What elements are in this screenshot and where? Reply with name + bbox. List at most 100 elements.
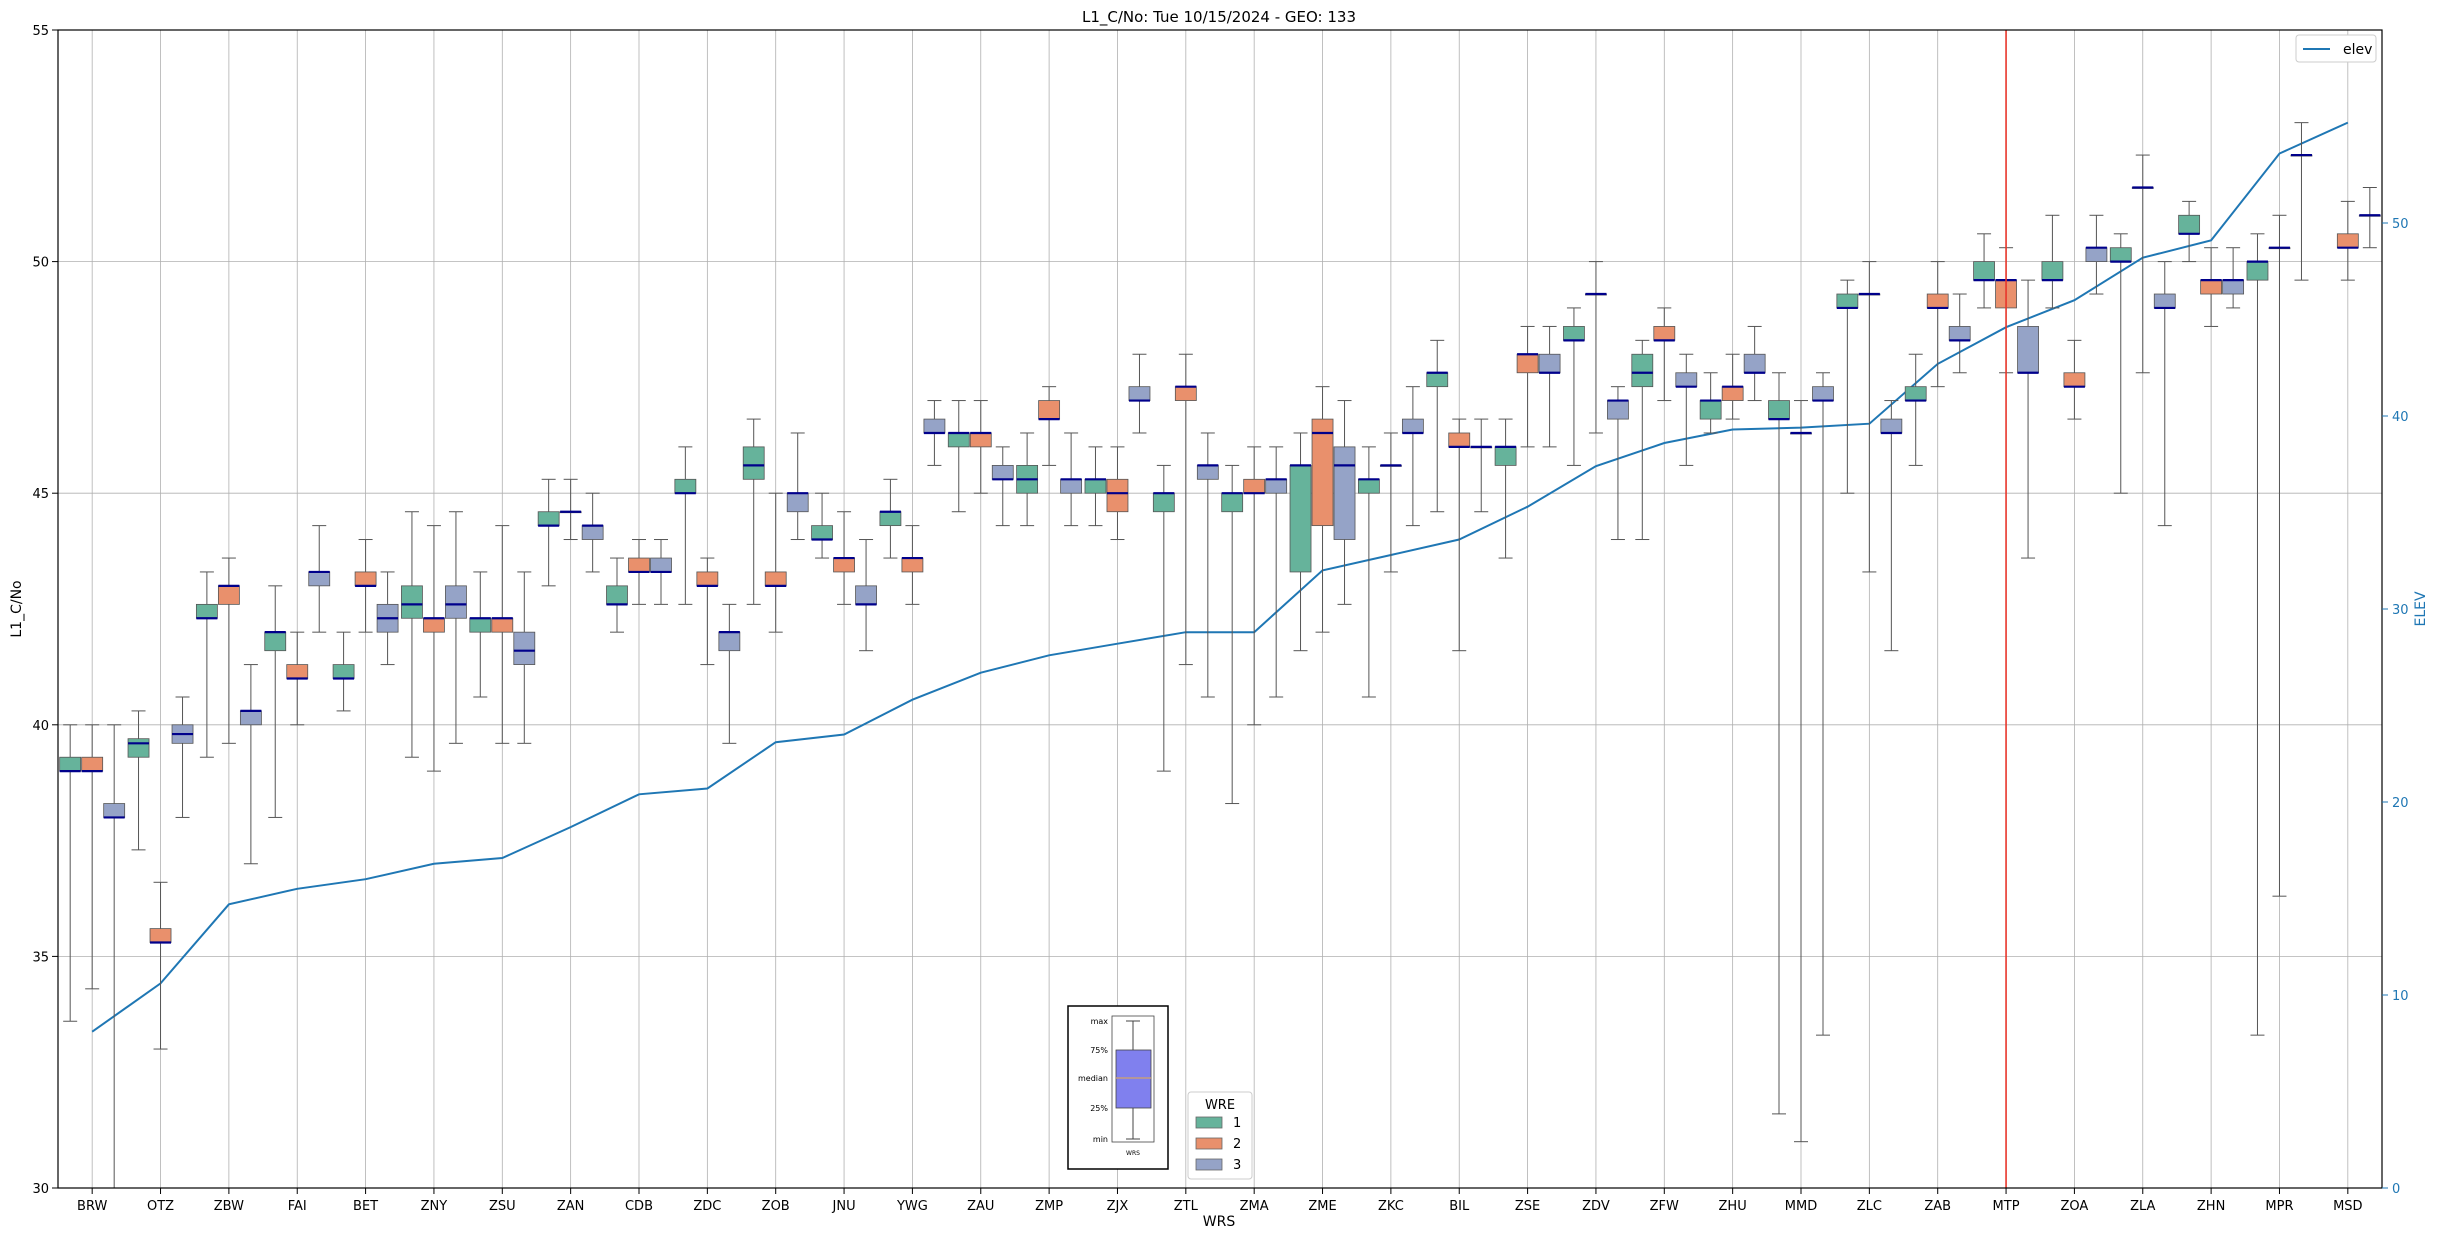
legend-wre: WRE 1 2 3 [1187, 1091, 1253, 1180]
box-ZSU-wre1 [469, 617, 492, 633]
x-tick-label-ZKC: ZKC [1378, 1199, 1404, 1214]
box-key-label-75: 75% [1090, 1046, 1108, 1055]
box-ZMP-wre2 [1038, 400, 1061, 420]
box-YWG-wre3 [923, 418, 946, 434]
box-ZKC-wre1 [1357, 478, 1380, 494]
box-ZOA-wre3 [2085, 247, 2108, 262]
box-ZJX-wre1 [1084, 478, 1107, 494]
legend-wre-title: WRE [1205, 1098, 1235, 1113]
box-ZDV-wre1 [1563, 326, 1585, 341]
y2-axis-label: ELEV [2413, 591, 2429, 626]
box-BET-wre2 [354, 571, 377, 587]
y-tick-label-45: 45 [32, 487, 49, 502]
box-ZLA-wre1 [2109, 247, 2132, 262]
box-key-xlabel: WRS [1126, 1150, 1140, 1157]
box-ZAN-wre1 [537, 511, 560, 527]
legend-swatch-wre-1 [1195, 1116, 1223, 1129]
box-ZMP-wre3 [1060, 478, 1083, 494]
x-tick-label-MSD: MSD [2333, 1199, 2362, 1214]
box-ZMA-wre2 [1243, 478, 1266, 494]
box-ZBW-wre3 [239, 710, 262, 726]
y-tick-label-40: 40 [32, 719, 49, 734]
box-CDB-wre1 [606, 585, 628, 605]
box-ZNY-wre1 [401, 585, 423, 619]
x-tick-label-CDB: CDB [625, 1199, 653, 1214]
box-ZOA-wre1 [2041, 261, 2064, 281]
box-key-label-min: min [1093, 1135, 1108, 1144]
box-FAI-wre2 [286, 664, 309, 679]
y-tick-label-35: 35 [32, 950, 49, 965]
box-ZAU-wre2 [969, 432, 992, 448]
box-ZJX-wre2 [1106, 478, 1129, 513]
elev-series [91, 121, 2349, 1033]
box-ZAU-wre1 [947, 432, 970, 448]
box-OTZ-wre2 [149, 928, 172, 943]
legend-elev: elev [2295, 34, 2377, 63]
box-ZAB-wre3 [1948, 326, 1971, 341]
box-ZLA-wre3 [2153, 293, 2176, 309]
box-ZDC-wre1 [674, 478, 697, 494]
box-ZME-wre3 [1333, 446, 1356, 540]
box-JNU-wre3 [855, 585, 877, 605]
box-ZOA-wre2 [2063, 372, 2086, 388]
box-BRW-wre1 [59, 756, 82, 772]
box-ZMA-wre1 [1221, 492, 1244, 513]
box-MSD-wre2 [2336, 233, 2359, 249]
box-BRW-wre3 [103, 803, 126, 818]
box-layer [59, 153, 2381, 944]
box-key-label-max: max [1091, 1017, 1109, 1026]
x-tick-label-ZOA: ZOA [2061, 1199, 2089, 1214]
box-ZKC-wre3 [1401, 418, 1424, 434]
legend-label-wre-1: 1 [1233, 1116, 1241, 1131]
box-ZLC-wre3 [1880, 418, 1903, 434]
box-JNU-wre2 [833, 557, 855, 573]
box-MTP-wre3 [2017, 326, 2039, 374]
whisker-layer [63, 122, 2377, 1189]
box-ZTL-wre3 [1196, 465, 1219, 480]
box-ZBW-wre2 [217, 585, 240, 605]
x-axis-label: WRS [1203, 1214, 1236, 1230]
box-ZSU-wre2 [491, 617, 514, 633]
box-ZDC-wre2 [696, 571, 719, 587]
box-ZMA-wre3 [1265, 478, 1288, 494]
y2-tick-label-10: 10 [2392, 989, 2409, 1004]
x-tick-label-ZME: ZME [1308, 1199, 1336, 1214]
box-ZFW-wre1 [1631, 353, 1654, 388]
x-tick-label-ZAB: ZAB [1924, 1199, 1951, 1214]
x-tick-label-MPR: MPR [2265, 1199, 2293, 1214]
y-tick-label-30: 30 [32, 1182, 49, 1197]
box-BIL-wre1 [1426, 372, 1449, 388]
box-YWG-wre2 [901, 557, 924, 573]
legend-label-wre-2: 2 [1233, 1137, 1241, 1152]
box-CDB-wre3 [650, 557, 672, 573]
legend-elev-frame [2295, 34, 2377, 63]
box-JNU-wre1 [811, 525, 833, 540]
box-key-label-25: 25% [1090, 1104, 1108, 1113]
x-tick-label-JNU: JNU [832, 1199, 856, 1214]
box-key-label-median: median [1078, 1074, 1108, 1083]
box-FAI-wre1 [264, 631, 287, 652]
box-ZME-wre1 [1289, 465, 1312, 573]
box-ZOB-wre2 [764, 571, 787, 587]
chart-title: L1_C/No: Tue 10/15/2024 - GEO: 133 [1082, 8, 1356, 27]
x-tick-label-ZLA: ZLA [2130, 1199, 2155, 1214]
x-tick-label-ZDV: ZDV [1582, 1199, 1610, 1214]
box-CDB-wre2 [628, 557, 650, 573]
x-tick-label-ZAN: ZAN [557, 1199, 585, 1214]
x-tick-label-YWG: YWG [896, 1199, 928, 1214]
box-MTP-wre1 [1973, 261, 1995, 281]
box-ZAU-wre3 [991, 465, 1014, 480]
box-ZHU-wre3 [1743, 353, 1766, 374]
legend-swatch-wre-3 [1195, 1158, 1223, 1171]
box-ZFW-wre3 [1675, 372, 1698, 388]
box-ZBW-wre1 [195, 603, 218, 619]
box-ZSE-wre3 [1538, 353, 1561, 374]
x-tick-label-ZTL: ZTL [1174, 1199, 1199, 1214]
x-tick-label-BRW: BRW [77, 1199, 107, 1214]
y-tick-label-50: 50 [32, 256, 49, 271]
y2-tick-label-40: 40 [2392, 410, 2409, 425]
box-MMD-wre3 [1812, 386, 1834, 401]
box-ZAB-wre1 [1904, 386, 1927, 401]
box-ZOB-wre1 [742, 446, 765, 480]
box-key-inner-frame [1111, 1015, 1155, 1143]
